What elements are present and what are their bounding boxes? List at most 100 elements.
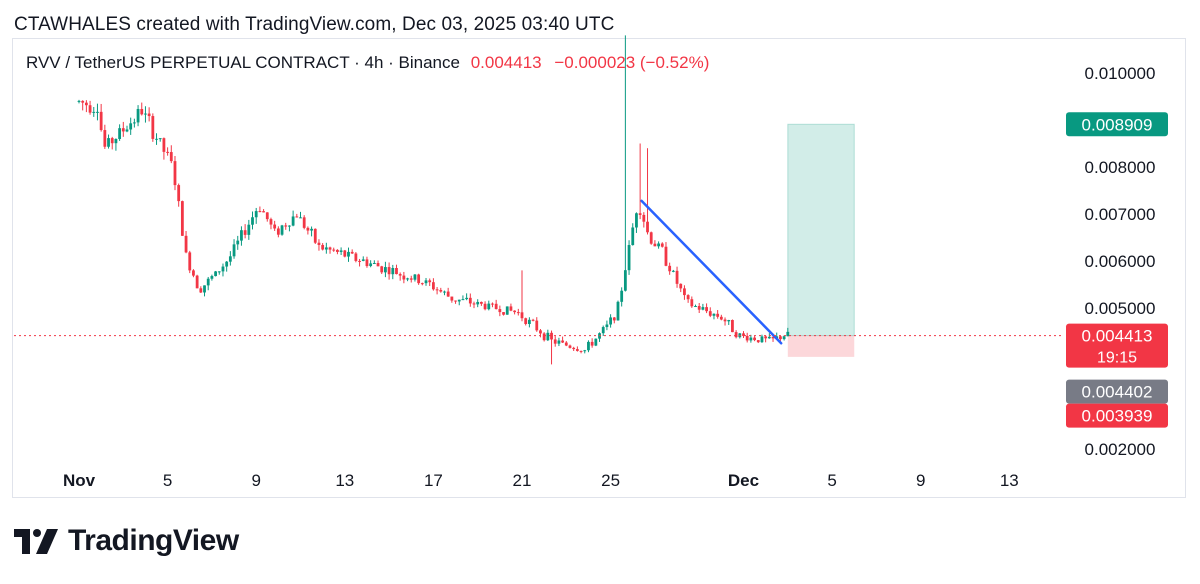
candle xyxy=(516,308,520,316)
candle-body xyxy=(575,349,579,351)
candle-body xyxy=(590,341,594,346)
candle-body xyxy=(188,252,192,271)
candle xyxy=(99,103,103,132)
candle xyxy=(542,332,546,342)
candle xyxy=(129,117,133,135)
candle xyxy=(657,241,660,249)
long-position-zone[interactable] xyxy=(787,123,855,357)
candle xyxy=(265,212,269,222)
candle xyxy=(671,269,675,273)
candle-body xyxy=(125,129,129,132)
candle-body xyxy=(372,263,376,265)
candle-body xyxy=(254,211,258,218)
candle xyxy=(110,136,114,150)
candle-body xyxy=(638,213,642,215)
candle-body xyxy=(646,221,649,233)
candle-body xyxy=(99,111,103,131)
x-tick-label: Dec xyxy=(728,471,759,490)
candle-body xyxy=(295,216,299,218)
candle xyxy=(118,124,122,141)
candle-body xyxy=(476,301,480,305)
candle-body xyxy=(336,249,339,252)
candle xyxy=(646,148,649,235)
candle-body xyxy=(144,113,147,115)
candle xyxy=(140,102,144,116)
x-tick-label: 5 xyxy=(827,471,836,490)
candle xyxy=(365,256,369,268)
candle xyxy=(487,300,491,311)
candle xyxy=(705,303,708,314)
candle-body xyxy=(310,228,313,231)
candle-body xyxy=(760,336,764,343)
candle-body xyxy=(701,307,705,310)
candle-body xyxy=(402,275,406,280)
candle-body xyxy=(339,250,343,252)
candle-body xyxy=(376,263,380,267)
candle xyxy=(553,336,557,347)
candle xyxy=(712,313,716,320)
symbol-legend[interactable]: RVV / TetherUS PERPETUAL CONTRACT · 4h ·… xyxy=(26,53,709,73)
candle xyxy=(635,212,638,233)
candle xyxy=(435,286,439,295)
candle-body xyxy=(609,317,612,325)
candle xyxy=(568,344,572,349)
candle-body xyxy=(487,303,491,310)
candle xyxy=(756,339,760,344)
chart-panel[interactable] xyxy=(12,38,1186,498)
candle-body xyxy=(550,332,553,340)
candle xyxy=(616,300,620,321)
target-zone xyxy=(787,123,855,337)
candle-body xyxy=(409,278,413,280)
candle xyxy=(376,260,380,267)
x-tick-label: Nov xyxy=(63,471,96,490)
candle xyxy=(228,251,232,266)
last-price-label: 0.004413 xyxy=(1082,327,1153,346)
time-axis[interactable]: Nov 5 9 13 17 21 25 Dec 5 9 13 xyxy=(63,471,1019,490)
candle-body xyxy=(276,228,280,235)
candle xyxy=(432,278,435,291)
candle-body xyxy=(265,212,269,220)
tradingview-brand[interactable]: TradingView xyxy=(14,524,239,558)
candle xyxy=(324,242,328,254)
candle xyxy=(660,242,664,248)
tradingview-logo-icon xyxy=(14,529,58,554)
candle xyxy=(321,243,325,251)
candle xyxy=(627,240,631,275)
x-tick-label: 25 xyxy=(601,471,620,490)
candle-body xyxy=(158,138,162,140)
candle xyxy=(409,275,413,283)
candle xyxy=(465,293,469,301)
candle xyxy=(188,250,192,274)
candle-body xyxy=(664,246,668,266)
candle xyxy=(719,314,723,321)
candle xyxy=(786,327,790,337)
candle-body xyxy=(88,105,92,113)
candle xyxy=(336,249,339,255)
candle xyxy=(623,35,627,292)
candle-body xyxy=(77,100,81,102)
target-price-label-bg xyxy=(1066,112,1168,137)
candle-body xyxy=(742,333,745,336)
candle-body xyxy=(332,249,336,251)
candle-body xyxy=(553,339,557,344)
candle-body xyxy=(221,266,225,272)
candle-body xyxy=(671,270,675,272)
candle xyxy=(539,329,542,338)
price-axis[interactable]: 0.010000 0.008000 0.007000 0.006000 0.005000… xyxy=(1085,64,1156,459)
candle xyxy=(494,299,498,310)
candle-body xyxy=(612,317,616,321)
candle-body xyxy=(243,230,247,235)
candle-body xyxy=(420,283,424,285)
candle-body xyxy=(491,303,494,305)
candle xyxy=(103,124,107,149)
y-tick-label: 0.010000 xyxy=(1085,64,1156,83)
candle xyxy=(457,299,461,306)
candle xyxy=(609,314,612,328)
candle-body xyxy=(564,342,568,346)
stop-price-label: 0.004402 xyxy=(1082,383,1153,402)
candle-body xyxy=(136,108,140,123)
candle xyxy=(132,118,136,128)
candle-body xyxy=(649,232,653,244)
candle xyxy=(395,264,398,275)
